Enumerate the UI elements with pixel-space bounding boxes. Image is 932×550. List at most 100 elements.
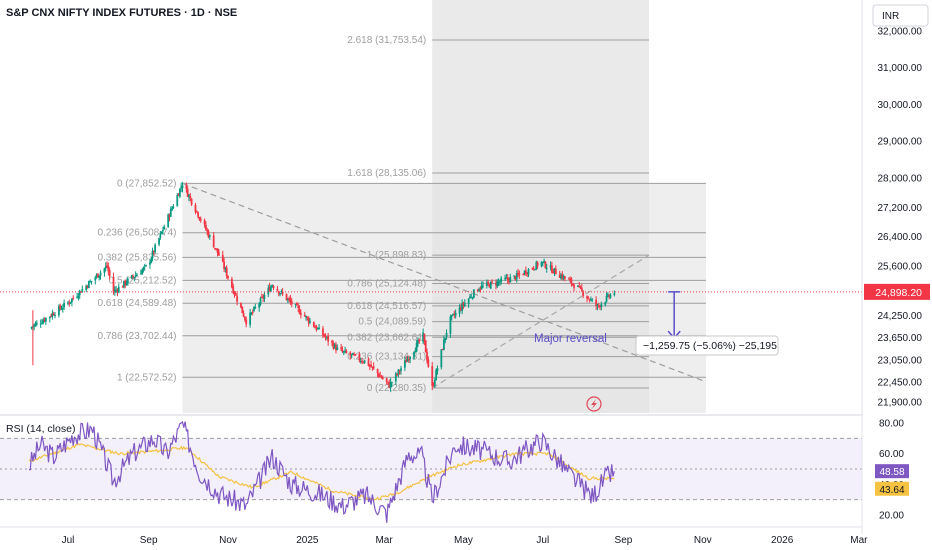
price-tick-label: 29,000.00 <box>878 137 923 148</box>
candle-body <box>562 275 565 280</box>
candle-body <box>151 251 154 259</box>
candle-body <box>371 366 374 368</box>
rsi-line <box>29 420 615 523</box>
fib-extension-label: 1.618 (28,135.06) <box>347 168 426 179</box>
candle-body <box>604 302 607 305</box>
candle-body <box>459 307 462 311</box>
fib-extension-label: 0.382 (23,662.61) <box>347 332 426 343</box>
candle-body <box>223 261 225 269</box>
candle-body <box>112 277 115 293</box>
candle-body <box>363 360 366 364</box>
candle-body <box>406 359 409 362</box>
candle-body <box>169 208 172 217</box>
candle-body <box>463 303 466 307</box>
candle-body <box>417 340 419 344</box>
candle-body <box>188 195 190 198</box>
candle-body <box>379 375 382 377</box>
candle-body <box>309 321 311 323</box>
candle-body <box>163 226 166 230</box>
candle-body <box>178 188 181 197</box>
candle-body <box>72 297 75 299</box>
candle-body <box>181 185 184 188</box>
candle-body <box>41 323 43 325</box>
candle-body <box>597 304 600 306</box>
candle-body <box>267 287 270 295</box>
currency-label[interactable]: INR <box>882 11 899 22</box>
candle-body <box>449 316 452 334</box>
time-tick-label: May <box>454 535 473 546</box>
candle-body <box>95 274 98 278</box>
candle-body <box>57 306 60 316</box>
candle-body <box>59 305 62 309</box>
candle-body <box>344 350 346 352</box>
candle-body <box>63 302 65 308</box>
candle-body <box>591 299 594 301</box>
price-tick-label: 28,000.00 <box>878 173 923 184</box>
candle-body <box>452 313 454 315</box>
candle-body <box>543 261 545 263</box>
price-tick-label: 23,050.00 <box>878 355 923 366</box>
candle-body <box>380 376 383 379</box>
candle-body <box>185 185 188 189</box>
candle-body <box>564 276 566 279</box>
trend-lines <box>182 182 707 389</box>
candle-body <box>534 269 536 271</box>
candle-body <box>30 327 33 329</box>
candle-body <box>298 308 301 314</box>
candle-body <box>367 359 370 366</box>
candle-body <box>323 334 326 337</box>
candle-body <box>251 311 254 313</box>
candle-body <box>506 277 509 280</box>
candle-body <box>540 261 543 266</box>
time-tick-label: Jul <box>536 535 549 546</box>
candle-body <box>413 352 415 358</box>
candle-body <box>76 296 79 298</box>
candle-body <box>368 365 371 367</box>
candle-body <box>488 284 491 288</box>
candle-body <box>489 281 492 289</box>
candle-body <box>561 274 564 279</box>
fib-layer: 0 (27,852.52) 0.236 (26,508.74) 0.382 (25,… <box>98 35 706 394</box>
candle-body <box>108 270 111 277</box>
candle-body <box>479 288 482 290</box>
candle-body <box>580 287 583 291</box>
fib-retracement-label: 1 (22,572.52) <box>117 372 177 383</box>
candle-body <box>294 304 297 306</box>
candle-body <box>145 265 147 267</box>
candle-body <box>423 333 426 342</box>
fib-retracement-label: 0.236 (26,508.74) <box>98 228 177 239</box>
candle-body <box>263 295 266 299</box>
candle-body <box>318 327 320 330</box>
time-tick-label: Mar <box>850 535 868 546</box>
fib-extension-label: 1 (25,898.83) <box>367 250 427 261</box>
candle-body <box>143 265 146 267</box>
candle-body <box>208 235 211 237</box>
candle-body <box>306 317 309 319</box>
candle-body <box>482 285 484 287</box>
currency-button[interactable] <box>872 4 929 27</box>
candle-body <box>303 314 306 317</box>
candle-body <box>270 286 272 292</box>
candle-body <box>394 373 397 382</box>
extension-zone <box>432 0 649 413</box>
candle-body <box>214 247 216 249</box>
candle-body <box>44 317 47 322</box>
candle-body <box>458 307 461 314</box>
candle-body <box>142 267 145 270</box>
candle-body <box>35 322 38 325</box>
candle-body <box>518 273 521 275</box>
candle-body <box>398 370 401 372</box>
candle-body <box>305 315 307 318</box>
candle-body <box>234 294 237 296</box>
candle-body <box>134 275 137 277</box>
candle-body <box>370 364 372 368</box>
price-tick-label: 22,450.00 <box>878 377 923 388</box>
candle-body <box>436 368 439 372</box>
rsi-tick-label: 60.00 <box>879 449 904 460</box>
candle-body <box>450 315 453 317</box>
fib-retracement-label: 0.618 (24,589.48) <box>98 298 177 309</box>
candle-body <box>513 275 516 277</box>
fib-extension-label: 0 (22,280.35) <box>367 383 427 394</box>
reversal-annotation: Major reversal <box>534 333 607 345</box>
candle-body <box>98 275 101 278</box>
